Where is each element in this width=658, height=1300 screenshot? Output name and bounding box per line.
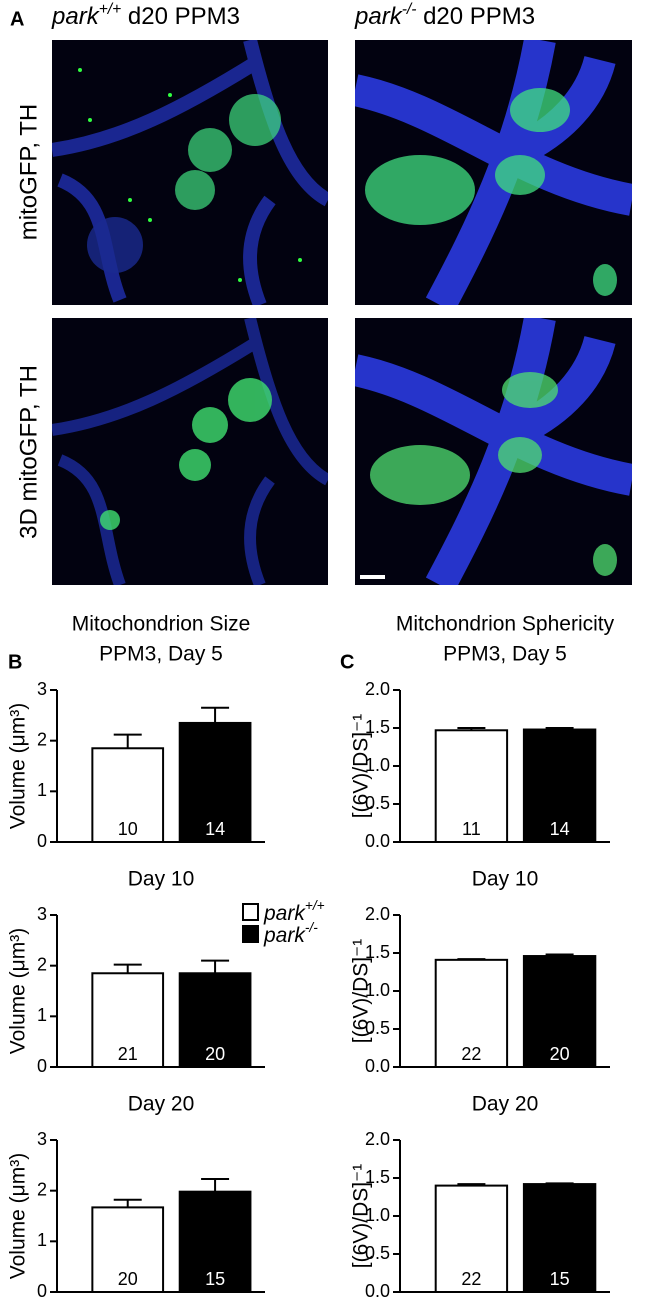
n-label: 20	[118, 1269, 138, 1289]
micrograph	[355, 318, 632, 585]
legend-swatch	[242, 925, 259, 943]
y-tick-label: 0.0	[365, 1056, 390, 1076]
chart-subtitle: PPM3, Day 5	[99, 643, 223, 666]
chart-title: Mitochondrion Size	[72, 613, 251, 636]
bar	[91, 747, 165, 843]
bar	[434, 1184, 509, 1293]
legend-label: park+/+	[263, 898, 325, 925]
y-tick-label: 0	[37, 1281, 47, 1300]
bar	[178, 972, 252, 1068]
image-title: park-/- d20 PPM3	[354, 1, 535, 30]
bar	[178, 721, 252, 844]
y-tick-label: 3	[37, 904, 47, 924]
n-label: 14	[550, 819, 570, 839]
y-tick-label: 1	[37, 1230, 47, 1250]
chart-title: Day 20	[128, 1093, 195, 1116]
y-tick-label: 2	[37, 729, 47, 749]
n-label: 22	[461, 1269, 481, 1289]
chart-subtitle: PPM3, Day 5	[443, 643, 567, 666]
panel-label: B	[8, 651, 22, 673]
y-tick-label: 1.0	[365, 755, 390, 775]
y-tick-label: 3	[37, 679, 47, 699]
y-tick-label: 2.0	[365, 1129, 390, 1149]
n-label: 10	[118, 819, 138, 839]
y-axis-label: [(6V)/DS]⁻¹	[350, 714, 373, 818]
y-tick-label: 2	[37, 1179, 47, 1199]
y-axis-label: Volume (μm³)	[7, 928, 30, 1054]
legend-label: park-/-	[263, 920, 318, 947]
panel-label: C	[340, 651, 354, 673]
y-tick-label: 1.5	[365, 1167, 390, 1187]
chart-title: Mitchondrion Sphericity	[396, 613, 615, 636]
y-tick-label: 0.0	[365, 1281, 390, 1300]
y-axis-label: Volume (μm³)	[7, 1153, 30, 1279]
bar	[522, 1183, 597, 1293]
y-axis-label: [(6V)/DS]⁻¹	[350, 939, 373, 1043]
y-tick-label: 1.0	[365, 980, 390, 1000]
bar	[522, 728, 597, 844]
y-tick-label: 0	[37, 1056, 47, 1076]
bar	[434, 729, 509, 844]
bar	[434, 958, 509, 1069]
chart-title: Day 20	[472, 1093, 539, 1116]
y-tick-label: 1.0	[365, 1205, 390, 1225]
micrograph	[52, 318, 328, 585]
row-label: mitoGFP, TH	[15, 104, 42, 240]
y-tick-label: 0.0	[365, 831, 390, 851]
chart-title: Day 10	[472, 868, 539, 891]
n-label: 15	[205, 1269, 225, 1289]
bar	[522, 955, 597, 1068]
n-label: 14	[205, 819, 225, 839]
y-tick-label: 0.5	[365, 1243, 390, 1263]
y-tick-label: 1.5	[365, 717, 390, 737]
micrograph	[355, 40, 632, 305]
y-tick-label: 2.0	[365, 679, 390, 699]
row-label: 3D mitoGFP, TH	[15, 365, 42, 539]
bar	[178, 1190, 252, 1294]
y-tick-label: 1	[37, 1005, 47, 1025]
y-tick-label: 0.5	[365, 793, 390, 813]
n-label: 11	[462, 819, 481, 839]
y-tick-label: 3	[37, 1129, 47, 1149]
n-label: 22	[461, 1044, 481, 1064]
y-tick-label: 0	[37, 831, 47, 851]
legend-swatch	[242, 903, 259, 921]
y-axis-label: Volume (μm³)	[7, 703, 30, 829]
y-axis-label: [(6V)/DS]⁻¹	[350, 1164, 373, 1268]
bar	[91, 1206, 165, 1294]
y-tick-label: 1	[37, 780, 47, 800]
image-title: park+/+ d20 PPM3	[51, 1, 240, 30]
panel-label: A	[10, 8, 24, 30]
n-label: 21	[118, 1044, 138, 1064]
y-tick-label: 0.5	[365, 1018, 390, 1038]
n-label: 15	[550, 1269, 570, 1289]
n-label: 20	[550, 1044, 570, 1064]
n-label: 20	[205, 1044, 225, 1064]
chart-title: Day 10	[128, 868, 195, 891]
micrograph	[52, 40, 328, 305]
bar	[91, 972, 165, 1068]
y-tick-label: 2	[37, 954, 47, 974]
y-tick-label: 1.5	[365, 942, 390, 962]
y-tick-label: 2.0	[365, 904, 390, 924]
